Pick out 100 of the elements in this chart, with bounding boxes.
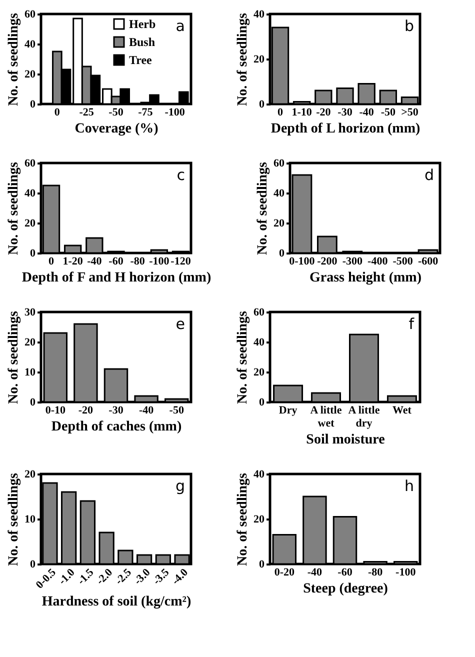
x-tick-label: -120 [170, 256, 192, 268]
x-tick-label: -60 [338, 566, 353, 578]
x-axis-title: Steep (degree) [303, 582, 388, 596]
annotation: d [424, 166, 434, 184]
x-tick-label: 0 [48, 256, 54, 268]
x-tick-label: 1-10 [292, 106, 312, 118]
y-tick-label: 30 [24, 306, 36, 318]
annotation: e [176, 315, 185, 333]
legend-label: Bush [129, 35, 156, 49]
y-tick-label: 60 [254, 306, 265, 318]
x-tick-label: -25 [79, 106, 94, 118]
x-axis-title: Hardness of soil (kg/cm²) [42, 594, 192, 610]
y-tick-label: 0 [279, 248, 285, 260]
y-tick-label: 0 [259, 98, 265, 110]
y-axis-title: No. of seedlings [6, 310, 22, 404]
x-tick-label: Dry [278, 404, 298, 416]
x-tick-label: A little dry [348, 404, 380, 430]
x-tick-label: -3.0 [132, 566, 154, 588]
y-tick-label: 40 [24, 188, 36, 200]
x-tick-label: A little wet [310, 404, 342, 430]
x-tick-label: -300 [342, 256, 363, 268]
y-axis-title: No. of seedlings [6, 472, 22, 566]
x-tick-label: -100 [164, 106, 186, 118]
y-axis-title: No. of seedlings [236, 12, 250, 106]
y-axis-title: No. of seedlings [236, 472, 250, 566]
y-tick-label: 0 [30, 248, 36, 260]
y-tick-label: 0 [259, 558, 265, 570]
x-tick-label: -20 [316, 106, 332, 118]
y-axis-title: No. of seedlings [236, 310, 250, 404]
x-tick-label: -40 [359, 106, 374, 118]
x-tick-label: -30 [108, 404, 124, 416]
y-tick-label: 40 [274, 188, 285, 200]
x-axis-title: Soil moisture [306, 432, 385, 448]
y-tick-label: 20 [254, 514, 265, 526]
y-tick-label: 40 [254, 468, 265, 480]
x-tick-label: -60 [108, 256, 124, 268]
y-tick-label: 60 [24, 8, 36, 20]
y-tick-label: 10 [24, 366, 36, 378]
annotation: b [404, 17, 414, 35]
y-tick-label: 0 [30, 98, 36, 110]
y-tick-label: 0 [30, 558, 36, 570]
x-tick-label: -40 [307, 566, 323, 578]
x-tick-label: -1.0 [56, 566, 78, 588]
y-tick-label: 20 [24, 218, 36, 230]
x-tick-label: >50 [401, 106, 419, 118]
x-tick-label: -50 [380, 106, 396, 118]
y-tick-label: 20 [24, 468, 36, 480]
annotation: c [176, 166, 185, 184]
y-tick-label: 40 [254, 8, 265, 20]
x-tick-label: -600 [418, 256, 439, 268]
annotation: g [175, 477, 185, 495]
x-axis-title: Grass height (mm) [310, 270, 422, 286]
y-tick-label: 20 [24, 336, 36, 348]
y-tick-label: 60 [274, 158, 285, 170]
legend-label: Tree [129, 53, 153, 67]
x-axis-title: Coverage (%) [74, 122, 159, 136]
x-axis-title: Depth of caches (mm) [51, 420, 182, 434]
y-axis-title: No. of seedlings [6, 12, 22, 106]
y-tick-label: 60 [24, 158, 36, 170]
legend-label: Herb [129, 17, 156, 31]
y-tick-label: 10 [24, 514, 36, 526]
x-tick-label: -100 [396, 566, 416, 578]
annotation: a [176, 17, 185, 35]
x-tick-label: 0-100 [289, 256, 316, 268]
x-tick-label: 1-20 [62, 256, 84, 268]
x-tick-label: -2.5 [113, 566, 134, 588]
x-tick-label: 0-20 [274, 566, 295, 578]
y-tick-label: 40 [24, 38, 36, 50]
y-tick-label: 0 [30, 396, 36, 408]
x-tick-label: -40 [87, 256, 102, 268]
y-tick-label: 20 [24, 68, 36, 80]
x-tick-label: -100 [149, 256, 170, 268]
annotation: f [408, 315, 415, 333]
x-tick-label: Wet [392, 404, 412, 416]
x-tick-label: -20 [78, 404, 94, 416]
x-tick-label: -3.5 [150, 566, 172, 588]
x-tick-label: -400 [368, 256, 388, 268]
x-tick-label: -2.0 [94, 566, 116, 588]
x-tick-label: -200 [317, 256, 338, 268]
x-axis-title: Depth of L horizon (mm) [270, 122, 420, 136]
x-tick-label: -1.5 [75, 566, 97, 588]
x-tick-label: -50 [169, 404, 184, 416]
y-tick-label: 20 [274, 218, 285, 230]
y-axis-title: No. of seedlings [6, 161, 22, 255]
x-tick-label: -80 [130, 256, 146, 268]
y-tick-label: 0 [259, 396, 265, 408]
y-tick-label: 40 [254, 336, 265, 348]
x-tick-label: -4.0 [170, 566, 191, 588]
annotation: h [404, 477, 414, 495]
x-tick-label: 0 [54, 106, 60, 118]
x-tick-label: -75 [138, 106, 154, 118]
x-tick-label: -500 [392, 256, 414, 268]
x-tick-label: -40 [138, 404, 154, 416]
y-tick-label: 20 [254, 366, 265, 378]
y-axis-title: No. of seedlings [256, 161, 270, 255]
x-axis-title: Depth of F and H horizon (mm) [22, 270, 212, 286]
x-tick-label: 0-10 [45, 404, 66, 416]
x-tick-label: -50 [108, 106, 124, 118]
x-tick-label: -30 [338, 106, 353, 118]
y-tick-label: 20 [254, 54, 265, 66]
